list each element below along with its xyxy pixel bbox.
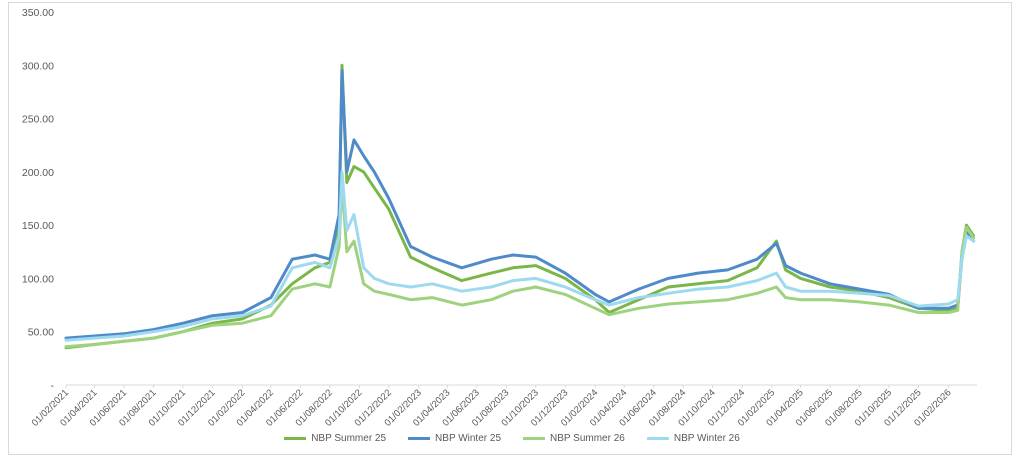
y-tick-label: 100.00: [22, 273, 54, 285]
legend-item: NBP Winter 26: [646, 433, 740, 444]
legend-swatch: [408, 437, 431, 440]
y-tick-label: 350.00: [22, 7, 54, 19]
legend-label: NBP Summer 26: [550, 433, 625, 444]
legend-label: NBP Winter 26: [673, 433, 740, 444]
legend-swatch: [284, 437, 307, 440]
y-tick-label: 300.00: [22, 60, 54, 72]
series-line-nbp-winter-26: [64, 170, 976, 342]
legend-label: NBP Winter 25: [435, 433, 501, 444]
y-tick-label: 50.00: [28, 327, 54, 339]
legend-item: NBP Summer 25: [284, 433, 386, 444]
legend-label: NBP Summer 25: [311, 433, 387, 444]
y-tick-label: -: [51, 380, 55, 392]
legend-swatch: [646, 437, 669, 440]
legend-item: NBP Summer 26: [523, 433, 625, 444]
legend-swatch: [523, 437, 545, 440]
series-line-nbp-winter-25: [64, 69, 976, 340]
series-line-nbp-summer-25: [64, 63, 976, 350]
y-tick-label: 250.00: [22, 114, 54, 126]
y-tick-label: 150.00: [22, 220, 54, 232]
y-tick-label: 200.00: [22, 167, 54, 179]
chart-frame: [8, 2, 1012, 455]
legend-item: NBP Winter 25: [408, 433, 501, 444]
series-line-nbp-summer-26: [64, 181, 976, 349]
legend: NBP Summer 25 NBP Winter 25 NBP Summer 26 N…: [0, 433, 1024, 444]
